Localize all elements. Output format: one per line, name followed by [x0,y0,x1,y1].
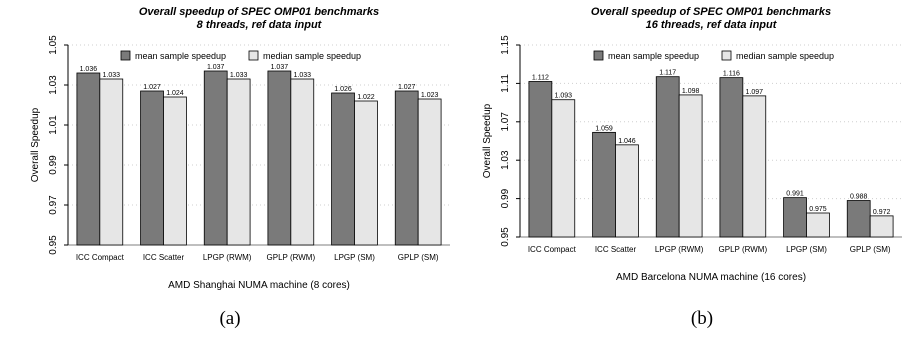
chart-a-bar-mean [267,70,292,246]
chart-b-bar-median [742,95,767,238]
chart-a-ylabel: Overall Speedup [30,107,41,182]
chart-a-category-label: ICC Scatter [143,253,185,262]
chart-b-bar-median [615,144,639,238]
chart-b-bar-mean [655,76,680,238]
chart-b-bar-median [551,99,576,238]
chart-b-legend-swatch [593,50,604,61]
chart-a-legend-swatch [248,50,259,61]
chart-a-data-label: 1.036 [80,66,98,73]
chart-a-subtitle: 8 threads, ref data input [197,19,323,31]
chart-a-legend-swatch [120,50,131,61]
chart-b-bar-mean [719,77,744,238]
chart-b-ylabel: Overall Speedup [482,103,493,178]
chart-b-category-label: LPGP (SM) [786,245,827,254]
chart-a-data-label: 1.037 [271,64,289,71]
chart-b-data-label: 0.975 [809,206,827,213]
chart-a-svg: Overall speedup of SPEC OMP01 benchmarks… [30,6,450,291]
chart-b-ytick-label: 0.99 [500,188,511,208]
chart-b-data-label: 1.046 [618,138,636,145]
chart-a-data-label: 1.037 [207,64,225,71]
chart-b-bar-mean [592,131,616,238]
chart-a-bar-median [354,100,378,246]
chart-b-data-label: 1.093 [555,93,573,100]
chart-b-ytick-label: 1.15 [500,35,511,55]
chart-a-data-label: 1.024 [166,90,184,97]
chart-a-data-label: 1.033 [230,72,248,79]
chart-a-data-label: 1.023 [421,92,439,99]
chart-b-legend-label: mean sample speedup [608,51,699,61]
chart-b-legend-label: median sample speedup [736,51,834,61]
chart-a-data-label: 1.022 [357,94,375,101]
chart-b-bar-median [806,212,830,238]
chart-b-ytick-label: 1.07 [500,112,511,132]
chart-b-bar-mean [783,197,807,238]
chart-a-bar-median [226,78,251,246]
chart-a: Overall speedup of SPEC OMP01 benchmarks… [0,0,452,300]
caption-a: (a) [219,308,241,329]
chart-b-ytick-label: 0.95 [500,227,511,247]
chart-a-ytick-label: 1.03 [48,75,59,95]
chart-a-category-label: GPLP (SM) [398,253,439,262]
chart-a-bar-mean [140,90,164,246]
chart-b-ytick-label: 1.11 [500,74,511,93]
chart-a-bar-median [417,98,442,246]
chart-a-data-label: 1.033 [103,72,121,79]
chart-a-data-label: 1.027 [398,84,416,91]
chart-b-data-label: 1.116 [723,71,740,78]
chart-a-bar-mean [394,90,419,246]
chart-a-bar-mean [203,70,228,246]
chart-b-bar-mean [528,81,553,238]
chart-a-ytick-label: 0.97 [48,195,59,215]
chart-b-ytick-label: 1.03 [500,150,511,170]
chart-a-bar-mean [76,72,101,246]
chart-b-xlabel: AMD Barcelona NUMA machine (16 cores) [616,272,806,283]
chart-b-subtitle: 16 threads, ref data input [646,19,778,31]
chart-b-data-label: 1.117 [659,70,676,77]
chart-b-data-label: 0.988 [850,194,868,201]
chart-a-ytick-label: 1.05 [48,35,59,55]
chart-b-category-label: ICC Scatter [595,245,637,254]
chart-a-data-label: 1.033 [294,72,312,79]
chart-b-category-label: LPGP (RWM) [655,245,704,254]
chart-b-bar-median [678,94,703,238]
chart-a-ytick-label: 1.01 [48,115,59,135]
chart-b-data-label: 0.972 [873,209,891,216]
chart-b-category-label: ICC Compact [528,245,577,254]
chart-a-category-label: LPGP (RWM) [203,253,252,262]
chart-b-bar-median [869,215,894,238]
chart-a-legend-label: mean sample speedup [135,51,226,61]
chart-b-category-label: GPLP (SM) [850,245,891,254]
chart-a-data-label: 1.026 [334,86,352,93]
chart-b-legend-swatch [721,50,732,61]
chart-b-title: Overall speedup of SPEC OMP01 benchmarks [591,6,831,18]
chart-b-bar-mean [846,200,871,238]
chart-b-data-label: 1.059 [595,125,613,132]
chart-a-category-label: LPGP (SM) [334,253,375,262]
chart-a-category-label: ICC Compact [76,253,125,262]
chart-a-ytick-label: 0.95 [48,235,59,255]
chart-a-ytick-label: 0.99 [48,155,59,175]
chart-a-xlabel: AMD Shanghai NUMA machine (8 cores) [168,280,350,291]
chart-a-title: Overall speedup of SPEC OMP01 benchmarks [139,6,379,18]
chart-a-bar-median [99,78,124,246]
chart-b-data-label: 0.991 [786,191,804,198]
chart-a-bar-mean [331,92,355,246]
chart-a-data-label: 1.027 [143,84,161,91]
chart-b-data-label: 1.097 [746,89,764,96]
chart-b-svg: Overall speedup of SPEC OMP01 benchmarks… [482,6,902,283]
caption-b: (b) [690,308,714,329]
chart-a-legend-label: median sample speedup [263,51,361,61]
chart-a-bar-median [290,78,315,246]
chart-b-data-label: 1.098 [682,88,700,95]
chart-a-category-label: GPLP (RWM) [267,253,316,262]
chart-a-bar-median [163,96,187,246]
chart-b-category-label: GPLP (RWM) [719,245,768,254]
chart-b-data-label: 1.112 [532,74,549,81]
chart-b: Overall speedup of SPEC OMP01 benchmarks… [452,0,904,300]
